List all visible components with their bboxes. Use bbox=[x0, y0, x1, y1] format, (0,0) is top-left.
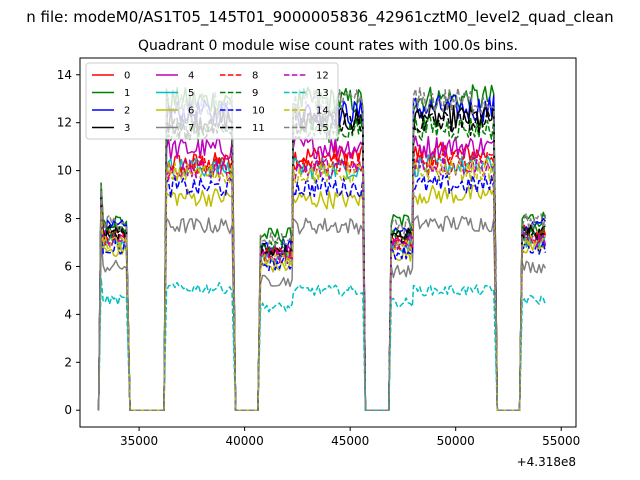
legend-label-11: 11 bbox=[252, 123, 265, 134]
y-tick-label: 0 bbox=[64, 403, 72, 417]
x-tick-label: 40000 bbox=[226, 434, 264, 448]
legend-label-6: 6 bbox=[188, 106, 194, 117]
legend-label-9: 9 bbox=[252, 88, 258, 99]
y-tick-label: 2 bbox=[64, 355, 72, 369]
series-line-6 bbox=[97, 184, 547, 411]
x-tick-label: 55000 bbox=[542, 434, 580, 448]
legend-label-7: 7 bbox=[188, 123, 194, 134]
x-axis: 35000 40000 45000 50000 55000 bbox=[120, 427, 580, 448]
legend-label-1: 1 bbox=[124, 88, 130, 99]
y-tick-label: 14 bbox=[57, 68, 72, 82]
x-offset-label: +4.318e8 bbox=[517, 455, 576, 469]
legend-label-0: 0 bbox=[124, 71, 130, 82]
legend-label-3: 3 bbox=[124, 123, 130, 134]
series-line-11 bbox=[97, 109, 547, 411]
plot-frame bbox=[79, 57, 577, 428]
legend-label-2: 2 bbox=[124, 106, 130, 117]
series-line-7 bbox=[97, 215, 547, 411]
y-tick-label: 10 bbox=[57, 164, 72, 178]
chart-title: Quadrant 0 module wise count rates with … bbox=[138, 38, 518, 54]
legend-label-8: 8 bbox=[252, 71, 258, 82]
x-tick-label: 45000 bbox=[331, 434, 369, 448]
y-axis: 0 2 4 6 8 10 12 14 bbox=[57, 68, 80, 417]
series-line-13 bbox=[97, 277, 547, 411]
series-line-8 bbox=[97, 149, 546, 411]
legend-label-14: 14 bbox=[316, 106, 329, 117]
x-tick-label: 35000 bbox=[120, 434, 158, 448]
series-line-12 bbox=[97, 156, 547, 411]
y-tick-label: 12 bbox=[57, 116, 72, 130]
legend-label-10: 10 bbox=[252, 106, 265, 117]
x-tick-label: 50000 bbox=[437, 434, 475, 448]
y-tick-label: 4 bbox=[64, 307, 72, 321]
legend-label-5: 5 bbox=[188, 88, 194, 99]
legend-label-13: 13 bbox=[316, 88, 329, 99]
series-line-10 bbox=[97, 174, 547, 411]
legend-label-4: 4 bbox=[188, 71, 194, 82]
legend-label-12: 12 bbox=[316, 71, 329, 82]
y-tick-label: 8 bbox=[64, 212, 72, 226]
y-tick-label: 6 bbox=[64, 259, 72, 273]
legend-label-15: 15 bbox=[316, 123, 329, 134]
legend-box bbox=[85, 62, 339, 140]
series-line-14 bbox=[97, 159, 546, 411]
series-line-4 bbox=[97, 135, 546, 411]
chart-suptitle: n file: modeM0/AS1T05_145T01_9000005836_… bbox=[26, 8, 613, 27]
